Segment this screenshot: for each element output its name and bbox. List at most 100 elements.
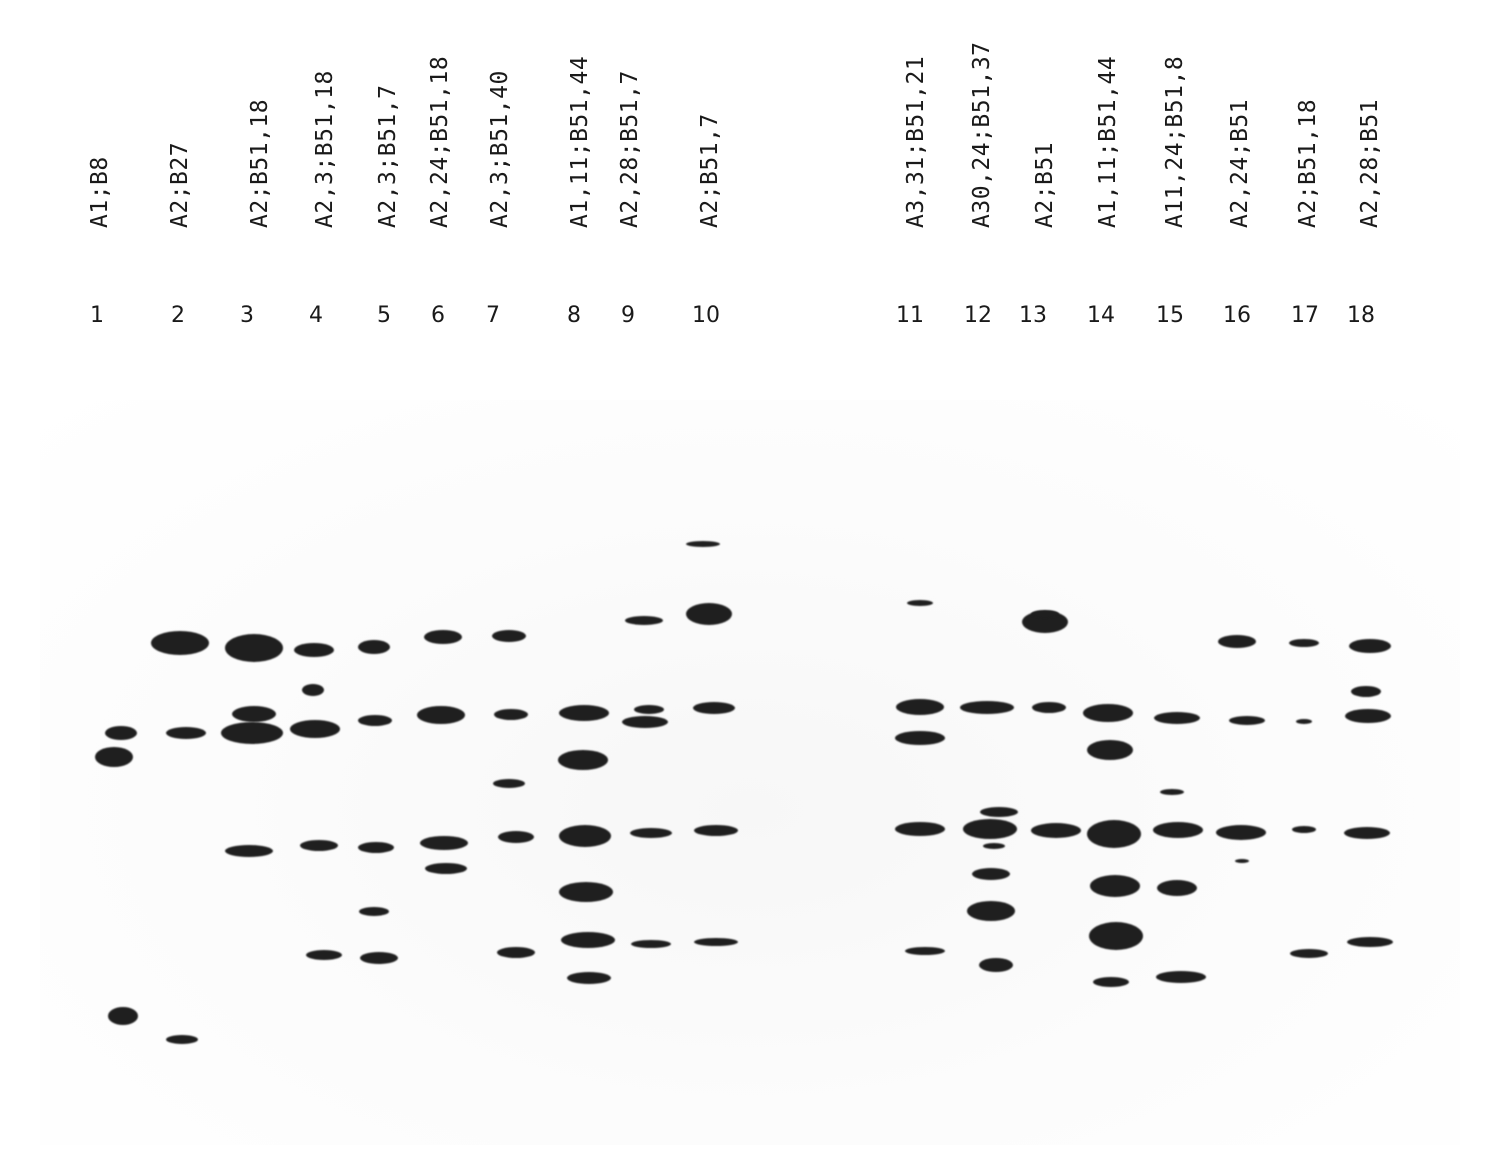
lane-15-number: 15 <box>1156 303 1184 328</box>
gel-band <box>1031 610 1059 618</box>
gel-band <box>1351 685 1381 697</box>
gel-band <box>294 643 334 657</box>
gel-band <box>1235 859 1249 863</box>
gel-band <box>694 938 738 946</box>
lane-13-label: A2;B51 <box>1032 141 1058 228</box>
gel-band <box>907 600 933 606</box>
lane-8-number: 8 <box>567 303 581 328</box>
gel-band <box>108 1007 138 1025</box>
lane-14-label: A1,11;B51,44 <box>1095 55 1121 228</box>
gel-band <box>980 807 1018 817</box>
lane-9-label: A2,28;B51,7 <box>617 70 643 228</box>
gel-band <box>95 747 133 767</box>
lane-18-label: A2,28;B51 <box>1357 98 1383 228</box>
gel-band <box>494 708 528 720</box>
lane-14-number: 14 <box>1087 303 1115 328</box>
gel-band <box>151 631 209 655</box>
gel-band <box>967 901 1015 921</box>
gel-band <box>1032 701 1066 713</box>
gel-band <box>694 824 738 836</box>
gel-band <box>686 541 720 547</box>
lane-16-number: 16 <box>1223 303 1251 328</box>
gel-band <box>225 634 283 662</box>
gel-band <box>493 778 525 788</box>
lane-4-number: 4 <box>309 303 323 328</box>
gel-band <box>1349 639 1391 653</box>
gel-band <box>1087 820 1141 848</box>
lane-2-number: 2 <box>171 303 185 328</box>
gel-band <box>1087 740 1133 760</box>
lane-1-number: 1 <box>90 303 104 328</box>
lane-5-label: A2,3;B51,7 <box>375 84 401 228</box>
gel-band <box>425 862 467 874</box>
lane-7-number: 7 <box>486 303 500 328</box>
gel-band <box>559 825 611 847</box>
lane-10-number: 10 <box>692 303 720 328</box>
gel-band <box>983 843 1005 849</box>
gel-band <box>559 882 613 902</box>
gel-band <box>1090 875 1140 897</box>
lane-16-label: A2,24;B51 <box>1227 98 1253 228</box>
gel-band <box>630 828 672 838</box>
lane-10-label: A2;B51,7 <box>697 113 723 228</box>
gel-band <box>1153 822 1203 838</box>
gel-band <box>622 716 668 728</box>
gel-band <box>1089 922 1143 950</box>
gel-band <box>360 952 398 964</box>
gel-band <box>1218 634 1256 648</box>
gel-band <box>559 705 609 721</box>
gel-band <box>972 868 1010 880</box>
gel-band <box>963 819 1017 839</box>
gel-band <box>1157 880 1197 896</box>
gel-band <box>300 839 338 851</box>
gel-band <box>693 702 735 714</box>
gel-band <box>225 845 273 857</box>
gel-band <box>1345 709 1391 723</box>
lane-7-label: A2,3;B51,40 <box>487 70 513 228</box>
gel-band <box>232 706 276 722</box>
lane-17-label: A2;B51,18 <box>1295 98 1321 228</box>
gel-band <box>302 684 324 696</box>
gel-band <box>1083 704 1133 722</box>
lane-6-number: 6 <box>431 303 445 328</box>
gel-band <box>895 822 945 836</box>
gel-band <box>1156 971 1206 983</box>
gel-band <box>634 704 664 714</box>
gel-band <box>417 706 465 724</box>
gel-band <box>492 630 526 642</box>
gel-band <box>105 726 137 740</box>
lane-4-label: A2,3;B51,18 <box>312 70 338 228</box>
gel-band <box>625 615 663 625</box>
lane-5-number: 5 <box>377 303 391 328</box>
gel-band <box>1296 718 1312 724</box>
gel-band <box>561 932 615 948</box>
gel-band <box>896 699 944 715</box>
gel-band <box>306 950 342 960</box>
gel-band <box>358 841 394 853</box>
lane-11-number: 11 <box>896 303 924 328</box>
lane-2-label: A2;B27 <box>167 141 193 228</box>
lane-8-label: A1,11;B51,44 <box>567 55 593 228</box>
gel-band <box>1229 715 1265 725</box>
gel-band <box>1344 827 1390 839</box>
gel-band <box>358 640 390 654</box>
gel-band <box>1347 937 1393 947</box>
lane-12-label: A30,24;B51,37 <box>969 41 995 228</box>
lane-1-label: A1;B8 <box>87 156 113 228</box>
gel-band <box>567 972 611 984</box>
gel-band <box>631 940 671 948</box>
gel-band <box>1154 712 1200 724</box>
gel-band <box>420 836 468 850</box>
gel-band <box>497 946 535 958</box>
gel-band <box>166 1034 198 1044</box>
gel-band <box>905 947 945 955</box>
gel-band <box>960 700 1014 714</box>
gel-band <box>979 958 1013 972</box>
lane-11-label: A3,31;B51,21 <box>903 55 929 228</box>
gel-band <box>1160 789 1184 795</box>
gel-band <box>358 714 392 726</box>
lane-3-label: A2;B51,18 <box>247 98 273 228</box>
gel-band <box>221 722 283 744</box>
lane-18-number: 18 <box>1347 303 1375 328</box>
gel-band <box>1290 948 1328 958</box>
